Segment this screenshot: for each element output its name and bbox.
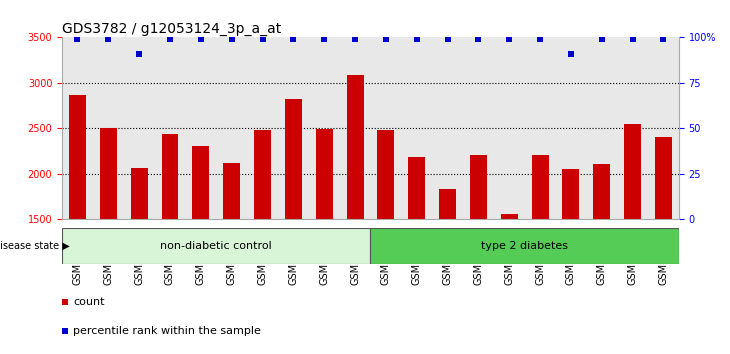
Bar [131,167,147,219]
Bar [285,99,301,219]
Bar [463,37,494,219]
Bar [216,37,247,219]
Text: non-diabetic control: non-diabetic control [161,241,272,251]
Bar [309,37,339,219]
Bar [62,228,371,264]
Bar [155,37,185,219]
Bar [62,37,93,219]
Bar [586,37,618,219]
Bar [525,37,556,219]
Bar [563,169,580,219]
Bar [93,37,124,219]
Bar [494,37,525,219]
Bar [339,37,371,219]
Bar [648,37,679,219]
Bar [655,137,672,219]
Bar [439,189,456,219]
Bar [531,155,548,219]
Bar [247,37,278,219]
Bar [556,37,586,219]
Bar [371,228,679,264]
Bar [185,37,216,219]
Bar [408,157,425,219]
Text: disease state ▶: disease state ▶ [0,241,69,251]
Text: count: count [73,297,104,307]
Bar [347,75,364,219]
Bar [470,155,487,219]
Bar [377,130,394,219]
Bar [223,164,240,219]
Bar [618,37,648,219]
Bar [254,130,271,219]
Bar [100,128,117,219]
Bar [193,145,210,219]
Bar [278,37,309,219]
Bar [316,129,333,219]
Bar [624,124,641,219]
Bar [371,37,402,219]
Bar [402,37,432,219]
Bar [593,164,610,219]
Text: percentile rank within the sample: percentile rank within the sample [73,326,261,336]
Bar [161,134,178,219]
Text: GDS3782 / g12053124_3p_a_at: GDS3782 / g12053124_3p_a_at [62,22,281,36]
Text: type 2 diabetes: type 2 diabetes [481,241,568,251]
Bar [432,37,463,219]
Bar [501,214,518,219]
Bar [69,95,86,219]
Bar [124,37,155,219]
